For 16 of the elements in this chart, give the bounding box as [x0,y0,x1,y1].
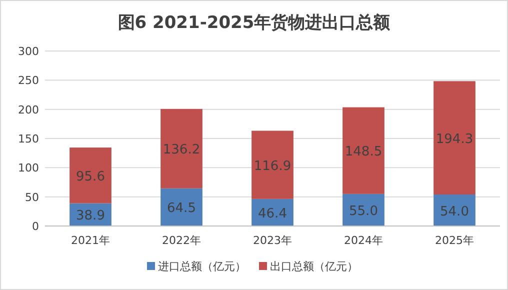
x-tick-label: 2024年 [344,234,383,247]
y-tick-label: 300 [18,45,39,58]
series: 95.6 136.2 116.9 148.5 194.3 [70,81,476,204]
legend-item: 出口总额（亿元） [259,260,358,273]
x-tick-label: 2023年 [253,234,292,247]
y-tick-label: 250 [18,74,39,88]
y-tick-label: 0 [32,220,39,233]
x-tick-label: 2022年 [162,234,201,247]
x-tick-label: 2021年 [71,234,110,247]
title: 图6 2021-2025年货物进出口总额 [118,13,390,33]
y-tick-label: 150 [18,132,39,146]
x-tick-label: 2025年 [435,234,474,247]
y-tick-label: 200 [18,103,39,116]
y-tick-label: 100 [18,162,39,175]
legend-item: 进口总额（亿元） [147,260,246,273]
y-tick-label: 50 [25,190,39,204]
